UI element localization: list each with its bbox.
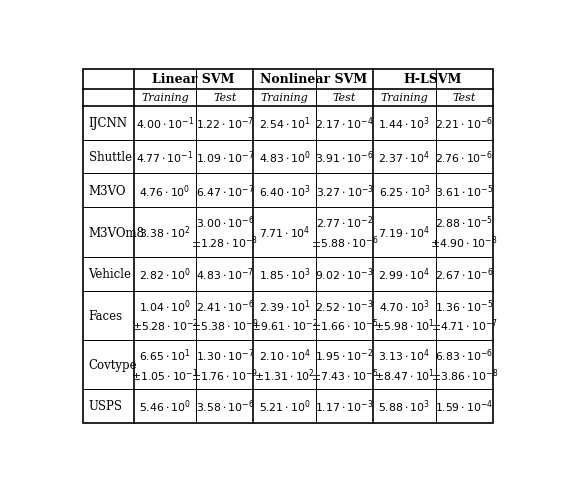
Text: Vehicle: Vehicle (89, 267, 132, 281)
Text: $4.83 \cdot 10^{-7}$: $4.83 \cdot 10^{-7}$ (196, 266, 254, 283)
Text: $6.65 \cdot 10^{1}$: $6.65 \cdot 10^{1}$ (139, 346, 191, 363)
Text: $9.02 \cdot 10^{-3}$: $9.02 \cdot 10^{-3}$ (315, 266, 374, 283)
Text: M3VO: M3VO (89, 184, 126, 198)
Text: $2.17 \cdot 10^{-4}$: $2.17 \cdot 10^{-4}$ (315, 115, 374, 132)
Text: $1.44 \cdot 10^{3}$: $1.44 \cdot 10^{3}$ (378, 115, 430, 132)
Text: $\pm 5.98 \cdot 10^{1}$: $\pm 5.98 \cdot 10^{1}$ (374, 317, 435, 334)
Text: $\pm 5.38 \cdot 10^{-9}$: $\pm 5.38 \cdot 10^{-9}$ (191, 317, 259, 334)
Text: $\pm 1.05 \cdot 10^{-1}$: $\pm 1.05 \cdot 10^{-1}$ (132, 366, 199, 383)
Text: M3VOm8: M3VOm8 (89, 226, 144, 239)
Text: $2.77 \cdot 10^{-2}$: $2.77 \cdot 10^{-2}$ (316, 214, 373, 231)
Text: $\pm 1.66 \cdot 10^{-5}$: $\pm 1.66 \cdot 10^{-5}$ (311, 317, 378, 334)
Text: $1.09 \cdot 10^{-7}$: $1.09 \cdot 10^{-7}$ (196, 149, 254, 165)
Text: $3.13 \cdot 10^{4}$: $3.13 \cdot 10^{4}$ (378, 346, 430, 363)
Text: Test: Test (333, 93, 356, 103)
Text: $2.54 \cdot 10^{1}$: $2.54 \cdot 10^{1}$ (259, 115, 311, 132)
Text: $4.70 \cdot 10^{3}$: $4.70 \cdot 10^{3}$ (379, 297, 430, 314)
Text: Faces: Faces (89, 309, 123, 322)
Text: $\pm 4.71 \cdot 10^{-7}$: $\pm 4.71 \cdot 10^{-7}$ (431, 317, 497, 334)
Text: $6.83 \cdot 10^{-6}$: $6.83 \cdot 10^{-6}$ (435, 346, 493, 363)
Text: Covtype: Covtype (89, 358, 137, 371)
Text: $\pm 1.31 \cdot 10^{2}$: $\pm 1.31 \cdot 10^{2}$ (254, 366, 315, 383)
Text: Training: Training (261, 93, 309, 103)
Text: $4.83 \cdot 10^{0}$: $4.83 \cdot 10^{0}$ (259, 149, 311, 165)
Text: $1.59 \cdot 10^{-4}$: $1.59 \cdot 10^{-4}$ (435, 398, 493, 414)
Text: Nonlinear SVM: Nonlinear SVM (260, 73, 367, 86)
Text: $4.76 \cdot 10^{0}$: $4.76 \cdot 10^{0}$ (139, 183, 191, 200)
Text: $1.04 \cdot 10^{0}$: $1.04 \cdot 10^{0}$ (139, 297, 191, 314)
Text: $\pm 5.88 \cdot 10^{-6}$: $\pm 5.88 \cdot 10^{-6}$ (311, 234, 378, 251)
Text: $6.25 \cdot 10^{3}$: $6.25 \cdot 10^{3}$ (379, 183, 430, 200)
Text: $2.82 \cdot 10^{0}$: $2.82 \cdot 10^{0}$ (139, 266, 191, 283)
Text: Training: Training (141, 93, 189, 103)
Text: $1.85 \cdot 10^{3}$: $1.85 \cdot 10^{3}$ (259, 266, 311, 283)
Text: $\pm 3.86 \cdot 10^{-8}$: $\pm 3.86 \cdot 10^{-8}$ (430, 366, 498, 383)
Text: $2.10 \cdot 10^{4}$: $2.10 \cdot 10^{4}$ (259, 346, 311, 363)
Text: $3.38 \cdot 10^{2}$: $3.38 \cdot 10^{2}$ (139, 224, 191, 241)
Text: $2.37 \cdot 10^{4}$: $2.37 \cdot 10^{4}$ (378, 149, 430, 165)
Text: $2.52 \cdot 10^{-3}$: $2.52 \cdot 10^{-3}$ (315, 297, 374, 314)
Text: $\pm 8.47 \cdot 10^{1}$: $\pm 8.47 \cdot 10^{1}$ (374, 366, 435, 383)
Text: Linear SVM: Linear SVM (152, 73, 235, 86)
Text: $3.91 \cdot 10^{-6}$: $3.91 \cdot 10^{-6}$ (315, 149, 374, 165)
Text: $\pm 7.43 \cdot 10^{-5}$: $\pm 7.43 \cdot 10^{-5}$ (311, 366, 378, 383)
Text: $5.88 \cdot 10^{3}$: $5.88 \cdot 10^{3}$ (378, 398, 430, 414)
Text: $7.19 \cdot 10^{4}$: $7.19 \cdot 10^{4}$ (378, 224, 430, 241)
Text: $1.17 \cdot 10^{-3}$: $1.17 \cdot 10^{-3}$ (315, 398, 374, 414)
Text: Training: Training (380, 93, 428, 103)
Text: $4.77 \cdot 10^{-1}$: $4.77 \cdot 10^{-1}$ (137, 149, 194, 165)
Text: $4.00 \cdot 10^{-1}$: $4.00 \cdot 10^{-1}$ (136, 115, 194, 132)
Text: $1.30 \cdot 10^{-7}$: $1.30 \cdot 10^{-7}$ (196, 346, 254, 363)
Text: $1.95 \cdot 10^{-2}$: $1.95 \cdot 10^{-2}$ (315, 346, 374, 363)
Text: $2.67 \cdot 10^{-6}$: $2.67 \cdot 10^{-6}$ (435, 266, 493, 283)
Text: $2.76 \cdot 10^{-6}$: $2.76 \cdot 10^{-6}$ (436, 149, 493, 165)
Text: $2.88 \cdot 10^{-5}$: $2.88 \cdot 10^{-5}$ (435, 214, 493, 231)
Text: $6.47 \cdot 10^{-7}$: $6.47 \cdot 10^{-7}$ (196, 183, 254, 200)
Text: $3.58 \cdot 10^{-6}$: $3.58 \cdot 10^{-6}$ (196, 398, 254, 414)
Text: $3.61 \cdot 10^{-5}$: $3.61 \cdot 10^{-5}$ (435, 183, 493, 200)
Text: $6.40 \cdot 10^{3}$: $6.40 \cdot 10^{3}$ (259, 183, 311, 200)
Text: $1.22 \cdot 10^{-7}$: $1.22 \cdot 10^{-7}$ (196, 115, 254, 132)
Text: $7.71 \cdot 10^{4}$: $7.71 \cdot 10^{4}$ (259, 224, 310, 241)
Text: $2.39 \cdot 10^{1}$: $2.39 \cdot 10^{1}$ (259, 297, 311, 314)
Text: $3.27 \cdot 10^{-3}$: $3.27 \cdot 10^{-3}$ (316, 183, 374, 200)
Text: H-LSVM: H-LSVM (404, 73, 462, 86)
Text: $5.21 \cdot 10^{0}$: $5.21 \cdot 10^{0}$ (259, 398, 311, 414)
Text: Test: Test (452, 93, 476, 103)
Text: $\pm 5.28 \cdot 10^{-2}$: $\pm 5.28 \cdot 10^{-2}$ (132, 317, 198, 334)
Text: $5.46 \cdot 10^{0}$: $5.46 \cdot 10^{0}$ (139, 398, 191, 414)
Text: $2.41 \cdot 10^{-6}$: $2.41 \cdot 10^{-6}$ (196, 297, 254, 314)
Text: $3.00 \cdot 10^{-6}$: $3.00 \cdot 10^{-6}$ (196, 214, 254, 231)
Text: $\pm 1.28 \cdot 10^{-8}$: $\pm 1.28 \cdot 10^{-8}$ (192, 234, 259, 251)
Text: $2.99 \cdot 10^{4}$: $2.99 \cdot 10^{4}$ (378, 266, 430, 283)
Text: Shuttle: Shuttle (89, 151, 132, 163)
Text: Test: Test (213, 93, 237, 103)
Text: $\pm 1.76 \cdot 10^{-9}$: $\pm 1.76 \cdot 10^{-9}$ (192, 366, 259, 383)
Text: $2.21 \cdot 10^{-6}$: $2.21 \cdot 10^{-6}$ (435, 115, 493, 132)
Text: $\pm 4.90 \cdot 10^{-8}$: $\pm 4.90 \cdot 10^{-8}$ (430, 234, 498, 251)
Text: $\pm 9.61 \cdot 10^{-2}$: $\pm 9.61 \cdot 10^{-2}$ (251, 317, 319, 334)
Text: USPS: USPS (89, 400, 123, 412)
Text: IJCNN: IJCNN (89, 117, 128, 130)
Text: $1.36 \cdot 10^{-5}$: $1.36 \cdot 10^{-5}$ (435, 297, 493, 314)
